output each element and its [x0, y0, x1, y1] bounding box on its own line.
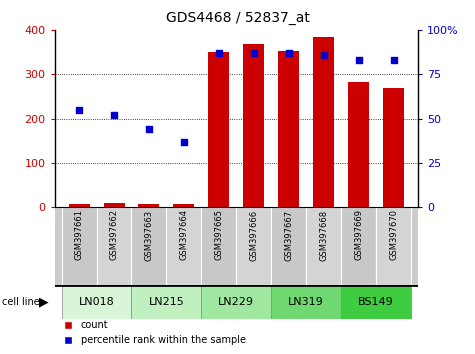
Point	[320, 52, 327, 58]
Bar	[68, 204, 90, 207]
Text: LN229: LN229	[218, 297, 254, 307]
Text: GSM397665: GSM397665	[214, 210, 223, 261]
Text: BS149: BS149	[358, 297, 394, 307]
Bar	[201, 207, 237, 285]
Point	[285, 50, 293, 56]
Text: ▶: ▶	[39, 295, 49, 308]
Bar	[271, 285, 341, 319]
Text: cell line: cell line	[2, 297, 40, 307]
Bar	[271, 207, 306, 285]
Point	[180, 139, 188, 144]
Bar	[383, 88, 404, 207]
Bar	[278, 51, 299, 207]
Bar	[376, 207, 411, 285]
Bar	[132, 285, 201, 319]
Bar	[96, 207, 132, 285]
Point	[110, 112, 118, 118]
Text: GSM397666: GSM397666	[249, 210, 258, 261]
Bar	[173, 205, 194, 207]
Text: GSM397664: GSM397664	[180, 210, 189, 261]
Point	[75, 107, 83, 113]
Legend: count, percentile rank within the sample: count, percentile rank within the sample	[59, 316, 250, 349]
Bar	[201, 285, 271, 319]
Point	[145, 126, 153, 132]
Bar	[313, 37, 334, 207]
Bar	[243, 44, 264, 207]
Bar	[209, 52, 229, 207]
Text: GSM397663: GSM397663	[144, 210, 153, 261]
Bar	[341, 207, 376, 285]
Text: LN319: LN319	[288, 297, 324, 307]
Bar	[237, 207, 271, 285]
Point	[390, 57, 398, 63]
Bar	[348, 82, 369, 207]
Bar	[104, 202, 124, 207]
Point	[355, 57, 362, 63]
Text: GSM397670: GSM397670	[389, 210, 398, 261]
Bar	[62, 207, 96, 285]
Text: GDS4468 / 52837_at: GDS4468 / 52837_at	[166, 11, 309, 25]
Text: GSM397667: GSM397667	[284, 210, 293, 261]
Point	[215, 50, 223, 56]
Text: GSM397669: GSM397669	[354, 210, 363, 261]
Text: GSM397668: GSM397668	[319, 210, 328, 261]
Text: LN018: LN018	[79, 297, 114, 307]
Point	[250, 50, 257, 56]
Text: GSM397661: GSM397661	[75, 210, 84, 261]
Bar	[341, 285, 411, 319]
Bar	[306, 207, 341, 285]
Bar	[166, 207, 201, 285]
Bar	[132, 207, 166, 285]
Bar	[139, 204, 160, 207]
Text: GSM397662: GSM397662	[110, 210, 119, 261]
Bar	[62, 285, 132, 319]
Text: LN215: LN215	[149, 297, 184, 307]
